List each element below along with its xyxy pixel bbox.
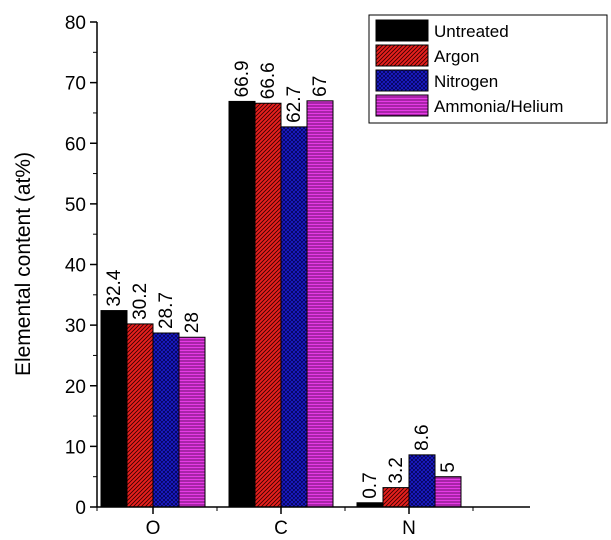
y-tick-label: 30 <box>65 316 86 337</box>
bar-untreated-o <box>100 310 128 508</box>
legend-swatch-argon <box>375 44 429 67</box>
legend-label-ammonia-helium: Ammonia/Helium <box>434 97 563 116</box>
y-ticks-layer: 0 10 20 30 40 50 60 70 80 <box>65 13 97 519</box>
legend-label-nitrogen: Nitrogen <box>434 72 498 91</box>
bar-ammonia-helium-o <box>178 336 206 508</box>
bar-ammonia-helium-c <box>306 100 334 508</box>
bars-layer <box>100 100 462 508</box>
bar-argon-o <box>126 323 154 508</box>
value-label: 62.7 <box>284 86 305 123</box>
y-tick-label: 0 <box>75 498 86 519</box>
bar-argon-c <box>254 102 282 508</box>
value-label: 5 <box>438 462 459 473</box>
bar-ammonia-helium-n <box>434 476 462 508</box>
legend-swatch-untreated <box>375 19 429 42</box>
legend-swatch-ammonia-helium <box>375 94 429 117</box>
y-tick-label: 70 <box>65 74 86 95</box>
value-label: 66.6 <box>258 62 279 99</box>
y-axis-title: Elemental content (at%) <box>12 152 35 376</box>
legend: Untreated Argon Nitrogen Ammonia/Helium <box>368 14 608 124</box>
value-labels-layer: 32.4 66.9 0.7 30.2 66.6 3.2 28.7 62.7 8.6 28 67 5 <box>104 60 459 498</box>
bar-nitrogen-n <box>408 454 436 508</box>
value-label: 3.2 <box>386 457 407 483</box>
y-tick-label: 60 <box>65 134 86 155</box>
x-tick-label: C <box>274 518 288 539</box>
legend-items: Untreated Argon Nitrogen Ammonia/Helium <box>375 19 563 117</box>
y-tick-label: 10 <box>65 437 86 458</box>
value-label: 28.7 <box>156 292 177 329</box>
legend-label-argon: Argon <box>434 47 479 66</box>
value-label: 66.9 <box>232 60 253 97</box>
x-tick-label: N <box>402 518 416 539</box>
y-tick-label: 20 <box>65 377 86 398</box>
y-tick-label: 40 <box>65 256 86 277</box>
bar-argon-n <box>382 487 410 508</box>
bar-nitrogen-c <box>280 126 308 508</box>
value-label: 0.7 <box>360 472 381 498</box>
value-label: 32.4 <box>104 269 125 306</box>
x-tick-label: O <box>146 518 161 539</box>
value-label: 30.2 <box>130 283 151 320</box>
y-tick-label: 80 <box>65 13 86 34</box>
bar-untreated-c <box>228 100 256 508</box>
value-label: 28 <box>182 312 203 333</box>
value-label: 8.6 <box>412 424 433 450</box>
legend-label-untreated: Untreated <box>434 22 509 41</box>
bar-nitrogen-o <box>152 332 180 508</box>
y-tick-label: 50 <box>65 195 86 216</box>
legend-swatch-nitrogen <box>375 69 429 92</box>
value-label: 67 <box>310 76 331 97</box>
